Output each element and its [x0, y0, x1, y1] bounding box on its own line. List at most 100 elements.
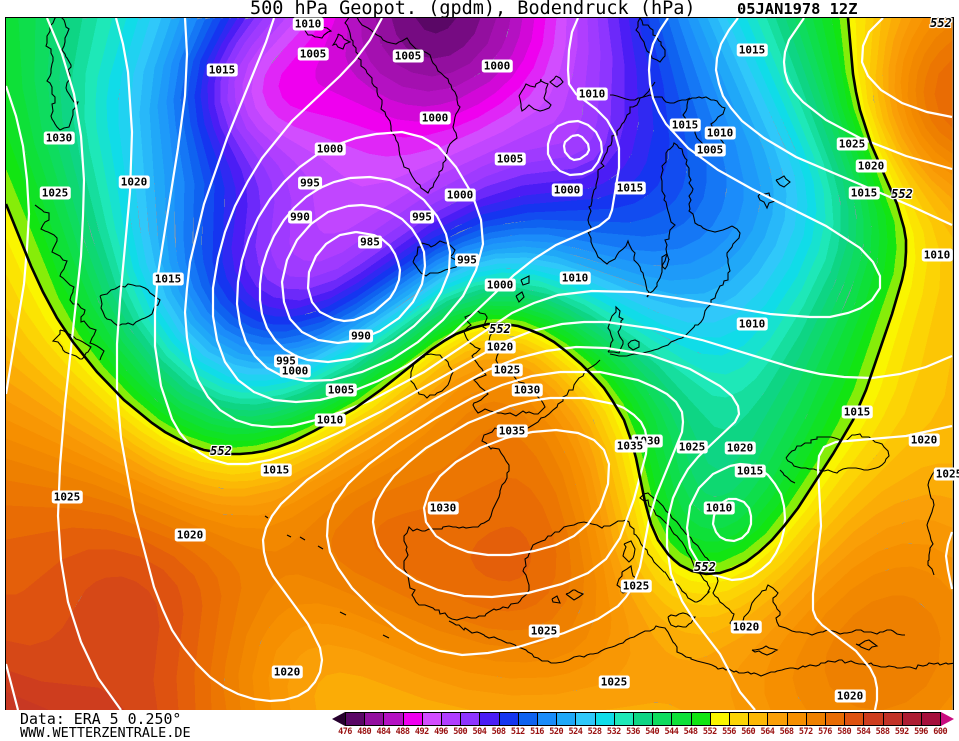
coast-canary-3	[299, 536, 306, 541]
coast-canary-6	[382, 634, 390, 639]
colorbar-cell	[633, 712, 654, 726]
isobar-1035hpa	[422, 428, 611, 557]
colorbar-tick-label: 576	[818, 727, 832, 737]
colorbar-cell	[556, 712, 577, 726]
colorbar-cell	[441, 712, 462, 726]
coast-west-europe	[403, 359, 905, 636]
website-text: WWW.WETTERZENTRALE.DE	[20, 725, 191, 741]
map-datetime: 05JAN1978 12Z	[737, 0, 858, 18]
colorbar-tick-label: 476	[338, 727, 352, 737]
colorbar-cell	[709, 712, 730, 726]
coast-balearic-2	[551, 595, 561, 604]
isobar-990hpa	[280, 203, 427, 345]
colorbar-tick-label: 568	[779, 727, 794, 737]
colorbar-tick-label: 528	[587, 727, 602, 737]
title-bar: 500 hPa Geopot. (gpdm), Bodendruck (hPa)…	[0, 0, 959, 18]
coast-svalbard-ne	[549, 75, 564, 88]
colorbar-tick-label: 540	[645, 727, 660, 737]
colorbar-cell	[364, 712, 385, 726]
coastlines	[34, 13, 956, 677]
colorbar-cell	[882, 712, 903, 726]
colorbar-tick-label: 512	[510, 727, 525, 737]
colorbar-cell	[613, 712, 634, 726]
isobar-1015hpa	[153, 17, 953, 582]
coast-canary-2	[286, 534, 292, 538]
colorbar-tick-label: 580	[837, 727, 852, 737]
geopotential-552-contour	[4, 17, 908, 576]
geopotential-band-28	[83, 17, 835, 400]
colorbar-cell	[690, 712, 711, 726]
coast-crete	[751, 645, 779, 656]
colorbar-tick-label: 488	[395, 727, 410, 737]
coast-labrador	[34, 204, 105, 361]
colorbar-tick-label: 564	[760, 727, 775, 737]
coast-canary-5	[339, 611, 347, 616]
colorbar-cell	[786, 712, 807, 726]
coast-corsica	[622, 540, 636, 563]
colorbar-tick-label: 532	[606, 727, 621, 737]
coast-faroes	[520, 275, 530, 286]
colorbar-tick-label: 552	[702, 727, 717, 737]
colorbar-tick-label: 596	[914, 727, 928, 737]
colorbar-tick-label: 560	[741, 727, 756, 737]
colorbar-cell	[844, 712, 865, 726]
colorbar-cell	[383, 712, 404, 726]
colorbar-cell	[537, 712, 558, 726]
colorbar-cell	[729, 712, 750, 726]
colorbar-cell	[575, 712, 596, 726]
colorbar-tick-label: 584	[856, 727, 871, 737]
coast-onega	[775, 175, 791, 188]
coast-gotland	[661, 253, 670, 270]
colorbar-tick-label: 480	[357, 727, 372, 737]
colorbar-cell	[652, 712, 673, 726]
colorbar-cell	[345, 712, 366, 726]
colorbar-cell	[825, 712, 846, 726]
colorbar-tick-label: 520	[549, 727, 564, 737]
colorbar-tick-label: 504	[472, 727, 487, 737]
coast-caspian	[926, 467, 936, 576]
coast-arctic-island-2	[331, 33, 352, 50]
isobar-1030hpa	[4, 85, 649, 711]
coast-novaya-zemlya	[635, 17, 666, 63]
coast-danish-isles	[627, 339, 640, 351]
coast-newfoundland	[99, 283, 161, 327]
colorbar-tick-label: 496	[434, 727, 448, 737]
colorbar-tick-label: 524	[568, 727, 583, 737]
isobar-985hpa	[306, 230, 402, 323]
colorbar-overflow-arrow	[941, 712, 955, 726]
contour-552gpdm	[4, 17, 908, 576]
colorbar-cell	[460, 712, 481, 726]
coast-cyprus	[855, 639, 879, 651]
colorbar-tick-label: 508	[491, 727, 506, 737]
colorbar-cell	[498, 712, 519, 726]
colorbar-tick-label: 572	[798, 727, 813, 737]
colorbar-tick-label: 544	[664, 727, 679, 737]
colorbar-tick-label: 536	[626, 727, 640, 737]
isobar-1025hpa	[45, 17, 954, 711]
coast-ireland	[409, 353, 454, 399]
coast-greenland	[344, 13, 461, 194]
weather-map-svg	[4, 13, 956, 711]
colorbar-cell	[748, 712, 769, 726]
coast-africa	[448, 620, 956, 677]
coast-canary-4	[317, 545, 324, 550]
coast-svalbard	[518, 78, 552, 112]
coast-bosphorus	[779, 469, 796, 484]
coast-nova-scotia	[51, 329, 92, 360]
colorbar-tick-label: 484	[376, 727, 391, 737]
colorbar-cell	[594, 712, 615, 726]
colorbar-tick-label: 556	[722, 727, 736, 737]
colorbar-cell	[402, 712, 423, 726]
isobar-995hpa	[258, 133, 591, 364]
isobar-lines	[4, 17, 954, 711]
colorbar-cell	[767, 712, 788, 726]
isobar-1005hpa	[211, 17, 621, 404]
coast-madeira-canaries	[264, 515, 269, 519]
coast-baffin	[45, 13, 79, 131]
colorbar-tick-label: 516	[530, 727, 544, 737]
coast-sicily	[667, 612, 697, 628]
colorbar-cell	[901, 712, 922, 726]
data-source-text: Data: ERA 5 0.250°	[20, 710, 182, 728]
colorbar-tick-label: 500	[453, 727, 468, 737]
